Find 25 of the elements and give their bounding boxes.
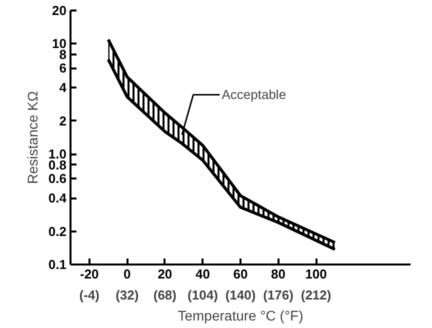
x2-tick-label: (176) bbox=[263, 288, 294, 302]
y-tick-label: 0.2 bbox=[48, 224, 67, 239]
x-tick-label: 60 bbox=[233, 266, 248, 282]
x-axis-title: Temperature °C (°F) bbox=[178, 308, 304, 324]
y-tick-label: 2 bbox=[59, 113, 67, 128]
x2-tick-label: (212) bbox=[300, 288, 332, 302]
y-tick-label: 20 bbox=[52, 3, 67, 18]
y-tick-label: 6 bbox=[59, 60, 67, 76]
x-tick-label: 100 bbox=[305, 266, 327, 282]
y-axis-title: Resistance KΩ bbox=[24, 91, 40, 184]
y-tick-label: 0.6 bbox=[48, 171, 67, 186]
x2-tick-label: (32) bbox=[116, 288, 139, 302]
y-tick-label: 0.4 bbox=[48, 190, 68, 206]
y-tick-label: 0.1 bbox=[48, 257, 67, 272]
x-tick-label: 40 bbox=[195, 266, 210, 282]
annotation: Acceptable bbox=[222, 87, 286, 102]
x-tick-label: -20 bbox=[80, 266, 99, 282]
x2-tick-label: (-4) bbox=[79, 288, 100, 302]
y-tick-label: 4 bbox=[59, 80, 68, 96]
x2-tick-label: (68) bbox=[153, 288, 177, 302]
x2-tick-label: (140) bbox=[225, 288, 256, 302]
x-tick-label: 20 bbox=[158, 266, 172, 282]
x-tick-label: 80 bbox=[271, 266, 286, 282]
x-tick-label: 0 bbox=[124, 266, 131, 282]
x2-tick-label: (104) bbox=[188, 288, 218, 302]
